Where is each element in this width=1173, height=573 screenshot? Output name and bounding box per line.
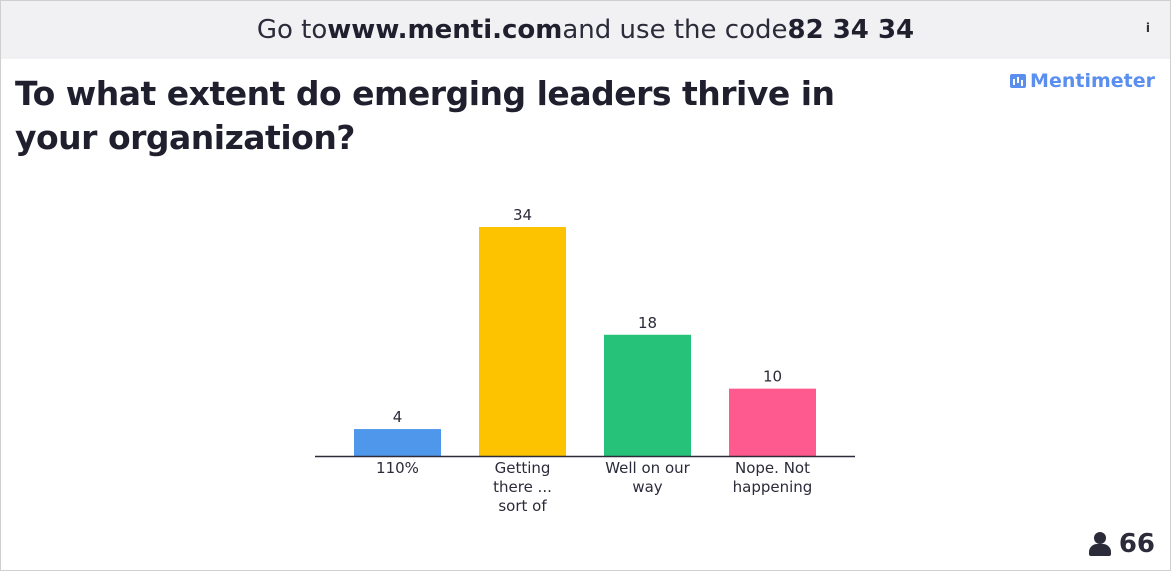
bar-1 <box>479 227 566 456</box>
participant-count-value: 66 <box>1118 529 1155 559</box>
question-title: To what extent do emerging leaders thriv… <box>15 74 835 157</box>
bar-value-label-0: 4 <box>393 408 403 426</box>
join-middle: and use the code <box>562 15 788 45</box>
brand-name: Mentimeter <box>1030 70 1155 92</box>
category-label-0: 110% <box>376 459 419 477</box>
join-prefix: Go to <box>256 15 328 45</box>
mentimeter-logo: Mentimeter <box>1010 70 1155 92</box>
person-icon <box>1088 532 1111 556</box>
bar-2 <box>604 334 691 456</box>
join-instructions-bar: Go to www.menti.com and use the code 82 … <box>1 1 1170 59</box>
info-icon[interactable]: i <box>1145 21 1150 35</box>
category-label-3: Nope. Not happening <box>732 459 813 496</box>
bar-0 <box>354 429 441 456</box>
join-code: 82 34 34 <box>787 15 915 45</box>
bar-3 <box>729 388 816 456</box>
join-url[interactable]: www.menti.com <box>327 15 563 45</box>
bar-value-label-3: 10 <box>763 368 782 386</box>
bar-value-label-1: 34 <box>513 206 532 224</box>
bar-chart-icon <box>1010 74 1027 88</box>
category-label-1: Getting there ... sort of <box>493 459 552 515</box>
participant-count: 66 <box>1088 529 1155 559</box>
category-label-2: Well on our way <box>605 459 690 496</box>
bar-value-label-2: 18 <box>638 314 657 332</box>
